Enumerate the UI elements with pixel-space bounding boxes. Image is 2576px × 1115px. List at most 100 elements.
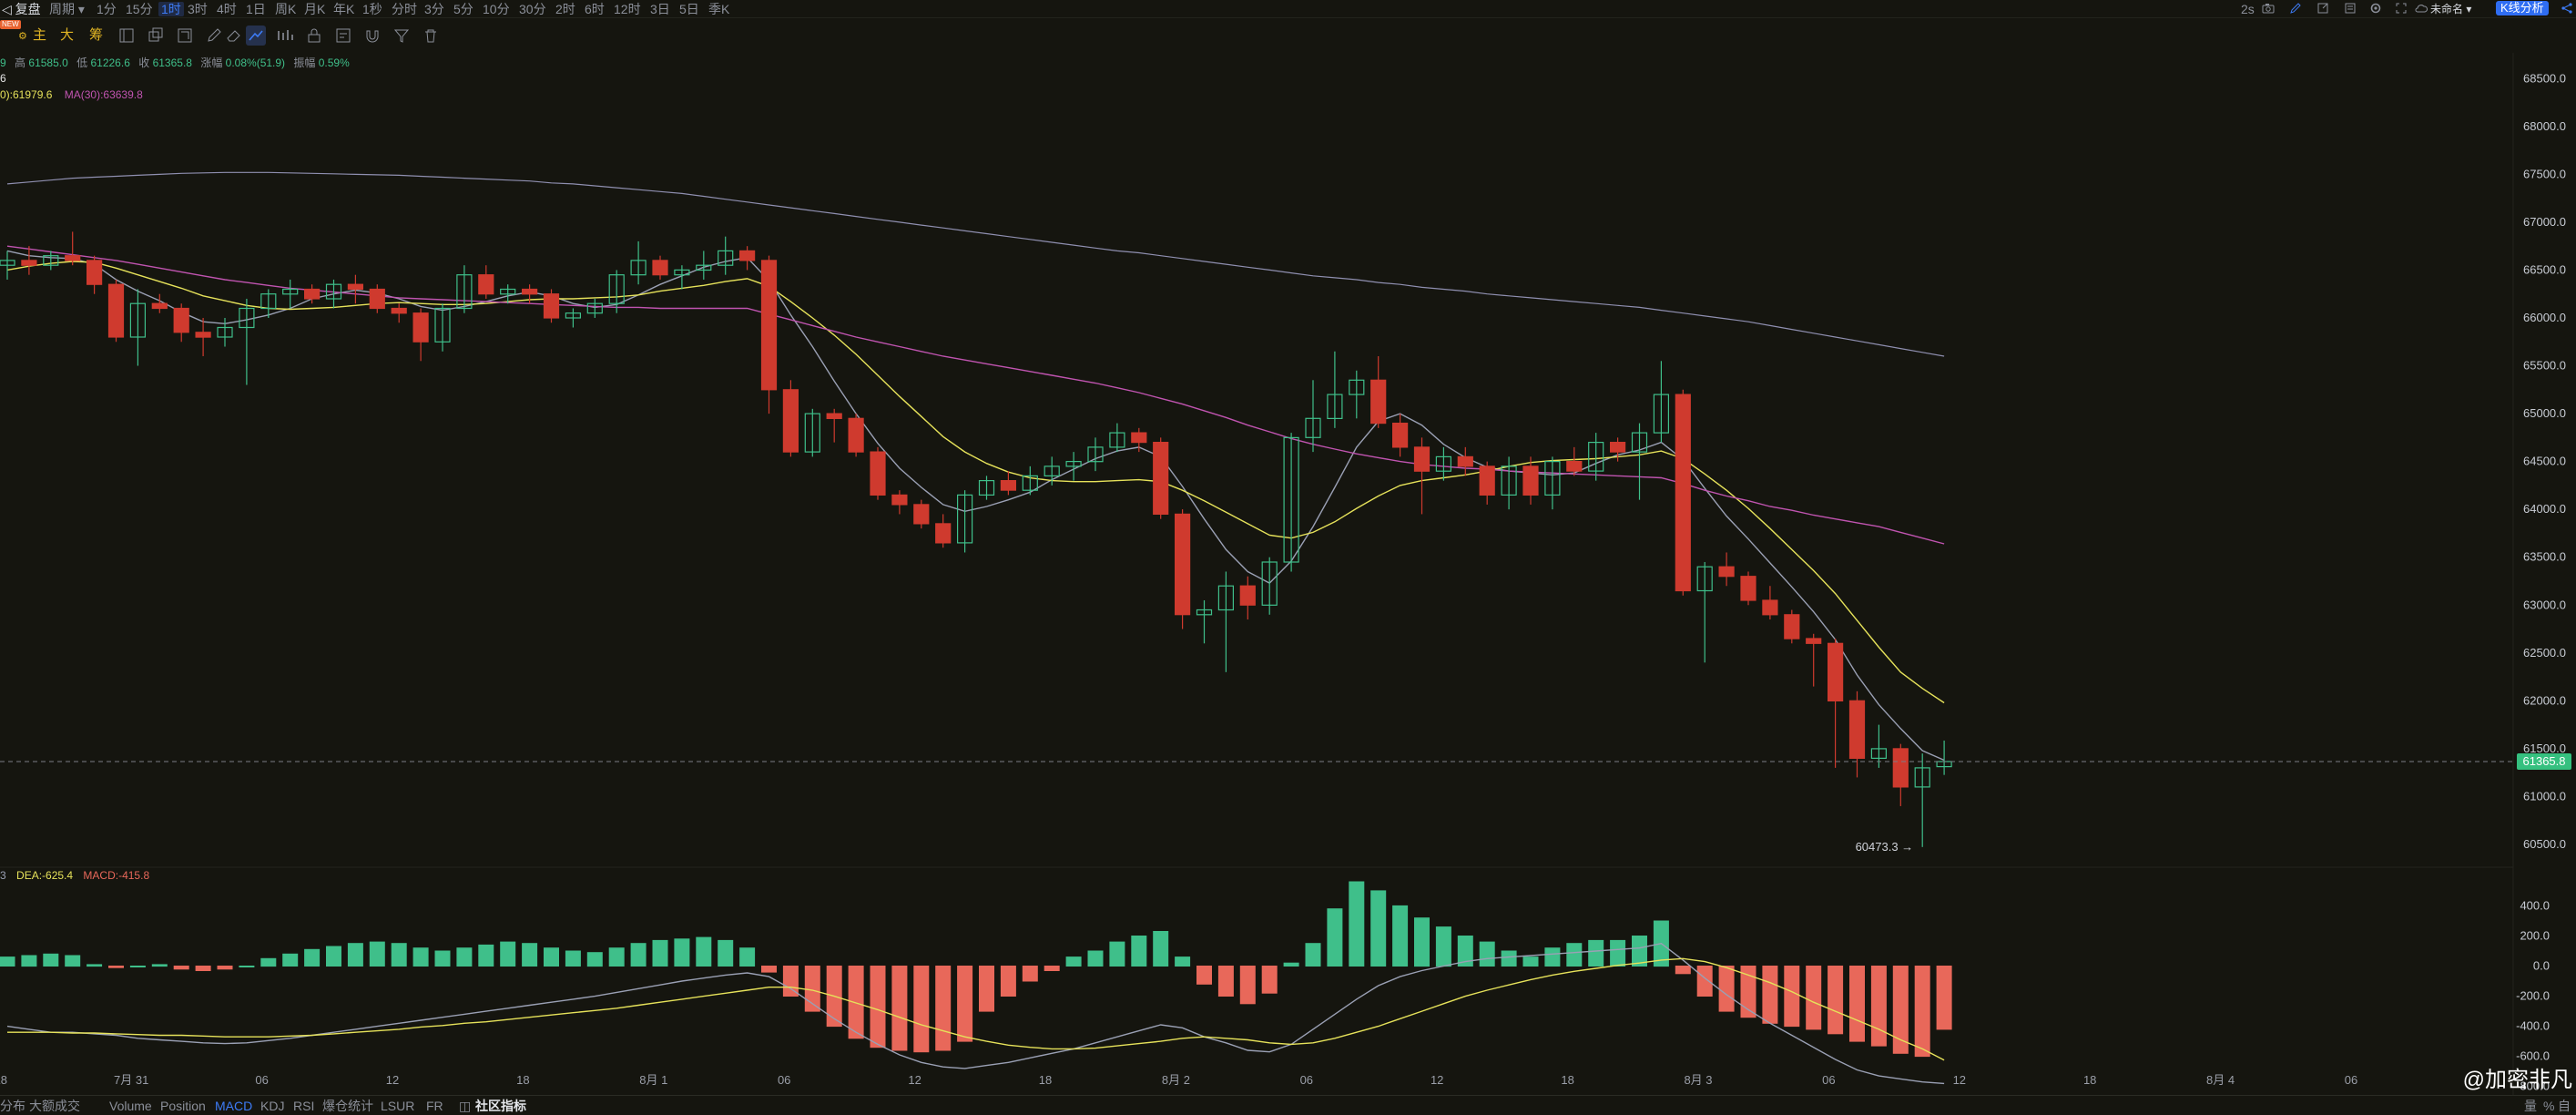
macd-bar <box>1000 966 1016 997</box>
large-order-button[interactable]: 大 <box>60 27 75 43</box>
candle-body <box>543 293 560 319</box>
line-tool-icon[interactable] <box>246 26 266 46</box>
draw-pencil-icon[interactable] <box>204 26 224 46</box>
chip-distribution-button[interactable]: 筹 <box>89 27 104 43</box>
volume-toggle[interactable]: 量 <box>2524 1099 2537 1113</box>
candle-body <box>760 260 778 391</box>
expand-icon[interactable] <box>2316 2 2329 17</box>
candle-body <box>1174 513 1191 616</box>
period-item[interactable]: 分时 <box>392 2 417 16</box>
period-item[interactable]: 周K <box>275 2 297 16</box>
last-price-tag-label: 61365.8 <box>2523 754 2566 768</box>
percent-toggle[interactable]: % <box>2543 1099 2555 1113</box>
gear-icon[interactable] <box>2369 2 2382 17</box>
period-item[interactable]: 1日 <box>246 2 266 16</box>
indicator-tab[interactable]: RSI <box>293 1099 315 1113</box>
period-item[interactable]: 4时 <box>217 2 237 16</box>
macd-tick-label: 400.0 <box>2520 898 2550 912</box>
eraser-icon[interactable] <box>224 26 244 46</box>
indicator-tab[interactable]: FR <box>426 1099 443 1113</box>
auto-scale-toggle[interactable]: 自 <box>2558 1099 2571 1113</box>
note-icon[interactable] <box>333 26 353 46</box>
period-item[interactable]: 30分 <box>519 2 546 16</box>
candle <box>826 408 842 443</box>
candle <box>1914 753 1930 847</box>
indicator-tab[interactable]: Position <box>160 1099 206 1113</box>
fullscreen-icon[interactable] <box>2395 2 2408 17</box>
period-item[interactable]: ◁ 复盘 <box>2 2 41 16</box>
candle <box>456 265 473 313</box>
period-item[interactable]: 3时 <box>188 2 208 16</box>
candle <box>195 317 211 357</box>
candle <box>1087 437 1104 472</box>
indicator-icon[interactable] <box>275 26 295 46</box>
period-item[interactable]: 1秒 <box>362 2 382 16</box>
period-item[interactable]: 5日 <box>679 2 699 16</box>
indicator-tab[interactable]: Volume <box>109 1099 152 1113</box>
indicator-tab[interactable]: 大额成交 <box>29 1099 80 1113</box>
candle <box>1370 356 1387 428</box>
period-item[interactable]: 6时 <box>585 2 605 16</box>
layers-icon[interactable] <box>146 26 166 46</box>
layout-name[interactable]: 未命名 ▾ <box>2430 3 2472 15</box>
main-chart-button[interactable]: 主 <box>33 27 47 43</box>
candle <box>760 255 778 414</box>
period-item[interactable]: 15分 <box>126 2 153 16</box>
period-toolbar: ◁ 复盘 周期 ▾ 1分 15分 1时 3时 4时 1日 周K 月K 年K 1秒 分时 3分 5分 10分 30… <box>0 0 2576 18</box>
macd-bar <box>1349 881 1365 967</box>
period-item[interactable]: 12时 <box>614 2 641 16</box>
time-tick-label: 8月 3 <box>1684 1073 1712 1087</box>
candle <box>543 289 560 323</box>
template-icon[interactable] <box>2344 2 2357 17</box>
indicator-tab[interactable]: 爆仓统计 <box>322 1099 373 1113</box>
candle <box>1131 427 1147 453</box>
candle-body <box>826 413 842 420</box>
candle-body <box>260 293 277 310</box>
analysis-button[interactable]: K线分析 <box>2496 1 2549 15</box>
period-item[interactable]: 1时 <box>158 2 184 16</box>
settings-dot[interactable]: ⚙ <box>18 31 27 42</box>
amplitude-label: 振幅 <box>293 56 316 69</box>
candle-body <box>43 255 59 266</box>
candle-body <box>1653 394 1670 434</box>
candle-body <box>935 523 952 544</box>
time-tick-label: 18 <box>516 1073 529 1087</box>
period-item[interactable]: 年K <box>333 2 355 16</box>
candle-body <box>674 269 690 276</box>
magnet-icon[interactable] <box>362 26 382 46</box>
period-item[interactable]: 周期 ▾ <box>49 2 85 16</box>
period-item[interactable]: 1分 <box>97 2 117 16</box>
share-icon[interactable] <box>2561 2 2573 17</box>
indicator-tab[interactable]: MACD <box>215 1099 253 1113</box>
period-item[interactable]: 3分 <box>424 2 444 16</box>
trash-icon[interactable] <box>421 26 441 46</box>
candle <box>674 265 690 290</box>
indicator-tab[interactable]: LSUR <box>381 1099 415 1113</box>
filter-icon[interactable] <box>392 26 412 46</box>
refresh-interval[interactable]: 2s <box>2241 2 2255 16</box>
chart-type-icon[interactable]: ◫ <box>459 1099 472 1113</box>
price-axis[interactable]: 68500.0 68000.0 67500.0 67000.0 66500.0 66000… <box>2516 71 2566 1092</box>
period-item[interactable]: 10分 <box>483 2 510 16</box>
community-indicators-button[interactable]: 社区指标 <box>475 1099 526 1113</box>
period-item[interactable]: 5分 <box>453 2 473 16</box>
period-item[interactable]: 2时 <box>555 2 575 16</box>
indicator-panel-icon[interactable] <box>117 26 137 46</box>
time-axis[interactable]: 18 7月 31 06 12 18 8月 1 06 12 18 8月 2 06 12 18 8月 3 06 1… <box>0 1073 2357 1087</box>
period-item[interactable]: 3日 <box>650 2 670 16</box>
cloud-icon[interactable] <box>2415 2 2428 17</box>
link-icon[interactable] <box>175 26 195 46</box>
lock-icon[interactable] <box>304 26 324 46</box>
period-item[interactable]: 月K <box>304 2 326 16</box>
indicator-tab[interactable]: KDJ <box>260 1099 285 1113</box>
watermark: @加密非凡 <box>2462 1068 2572 1092</box>
macd-bar <box>718 939 734 967</box>
camera-icon[interactable] <box>2262 2 2275 17</box>
candle-body <box>1153 442 1169 516</box>
period-item[interactable]: 季K <box>708 2 730 16</box>
pen-icon[interactable] <box>2289 2 2302 17</box>
indicator-tab[interactable]: 分布 <box>0 1099 25 1113</box>
price-tick-label: 65500.0 <box>2523 359 2566 373</box>
candle <box>1588 433 1604 481</box>
